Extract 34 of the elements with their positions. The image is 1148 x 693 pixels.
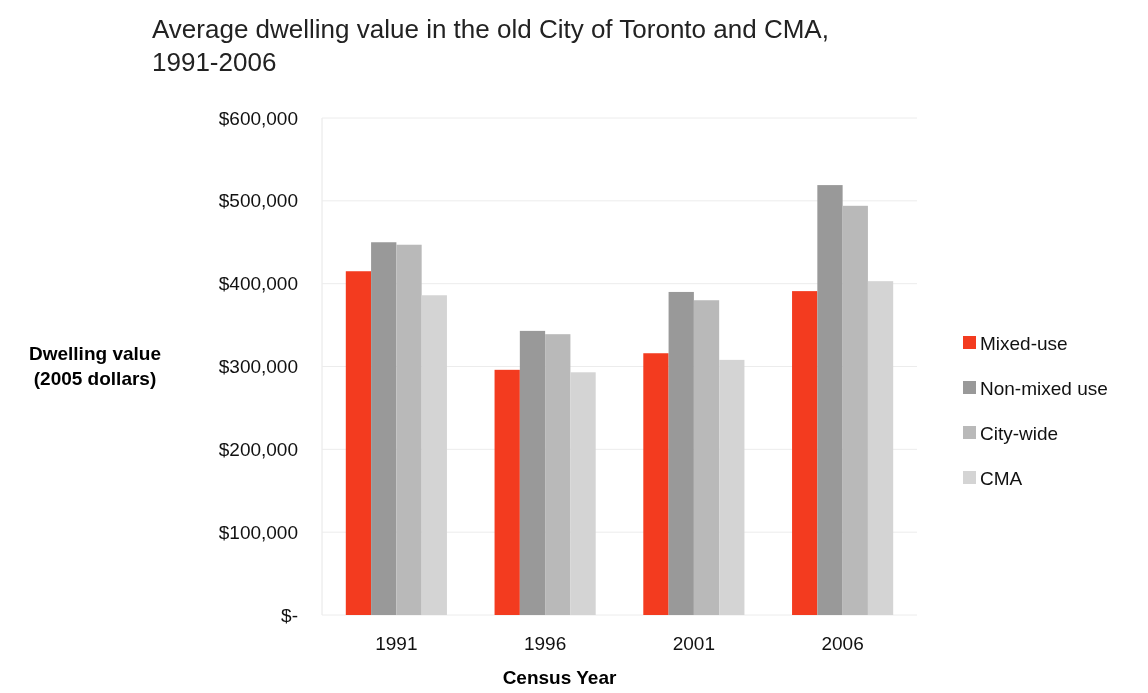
bar <box>719 359 745 615</box>
bar <box>396 244 422 615</box>
y-axis-title: Dwelling value (2005 dollars) <box>29 343 161 389</box>
bar <box>668 291 694 615</box>
legend-label: Non-mixed use <box>980 377 1108 399</box>
bar <box>421 295 447 615</box>
bar <box>792 291 818 615</box>
bar <box>643 353 669 615</box>
x-tick-label: 2006 <box>821 633 864 654</box>
bar <box>494 369 520 615</box>
bar <box>545 334 571 615</box>
y-tick-label: $400,000 <box>218 273 298 295</box>
legend-label: City-wide <box>980 422 1059 444</box>
x-tick-label: 1996 <box>523 633 567 654</box>
y-tick-label: $200,000 <box>218 438 298 460</box>
y-tick-label: $600,000 <box>218 107 298 129</box>
x-axis-title: Census Year <box>502 667 617 688</box>
y-tick-label: $100,000 <box>218 521 298 543</box>
legend-label: Mixed-use <box>980 332 1068 354</box>
y-tick-label: $- <box>281 604 298 626</box>
bar <box>371 242 397 615</box>
chart-title: Average dwelling value in the old City of Toronto and CMA, 1991-2006 <box>152 14 829 77</box>
bar <box>345 271 372 615</box>
bar <box>570 372 596 615</box>
y-tick-label: $300,000 <box>218 356 298 378</box>
y-tick-label: $500,000 <box>218 190 298 212</box>
x-tick-label: 1991 <box>375 633 418 654</box>
bar <box>693 300 720 615</box>
bar <box>867 281 894 615</box>
bar <box>817 185 843 615</box>
bar <box>842 205 868 615</box>
legend-label: CMA <box>980 467 1023 489</box>
x-tick-label: 2001 <box>672 633 716 654</box>
bar <box>519 330 546 615</box>
